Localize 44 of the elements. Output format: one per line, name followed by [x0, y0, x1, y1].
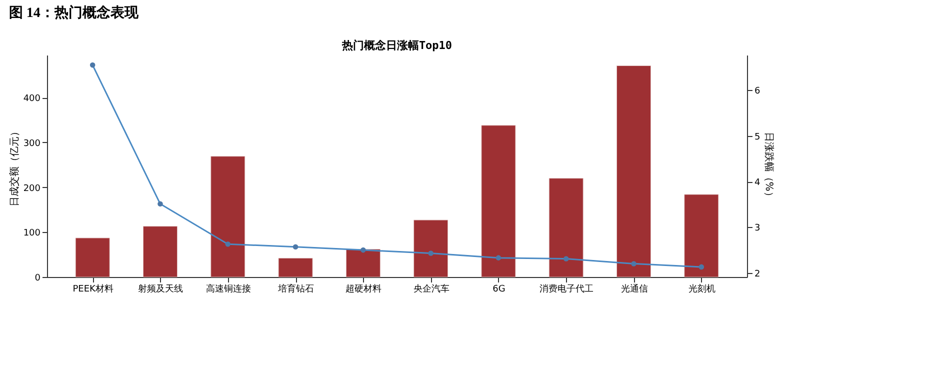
- bar: [278, 258, 313, 278]
- x-tick-label: 光刻机: [688, 284, 716, 294]
- point: [698, 264, 704, 270]
- bar: [142, 226, 178, 278]
- chart-title: 图 14：热门概念表现: [8, 4, 140, 21]
- point: [360, 247, 366, 253]
- x-tick-label: 央企汽车: [413, 284, 450, 294]
- y2-axis-title: 日涨跌幅（%）: [763, 132, 776, 202]
- bar: [548, 178, 584, 278]
- y-tick-label: 300: [23, 138, 41, 149]
- point: [292, 244, 298, 250]
- y-tick-label: 200: [23, 184, 41, 194]
- y-axis-title: 日成交额（亿元）: [8, 126, 20, 206]
- bar: [210, 156, 246, 278]
- x-tick-label: 超硬材料: [346, 284, 382, 294]
- point: [631, 261, 636, 266]
- chart-subtitle: 热门概念日涨幅Top10: [340, 39, 452, 52]
- y-tick-label: 100: [23, 228, 41, 239]
- point: [158, 201, 163, 207]
- y2-tick-label: 6: [754, 86, 760, 97]
- y2-tick-label: 3: [754, 224, 760, 234]
- point: [496, 255, 502, 260]
- y2-tick-label: 2: [754, 269, 760, 280]
- bar: [684, 194, 719, 278]
- bar: [481, 125, 516, 278]
- x-tick-label: PEEK材料: [72, 284, 114, 294]
- y-tick-label: 0: [34, 274, 41, 284]
- y2-tick-label: 5: [754, 132, 760, 142]
- x-tick-label: 6G: [492, 284, 506, 294]
- x-tick-label: 光通信: [620, 284, 648, 294]
- y2-tick-label: 4: [754, 178, 760, 188]
- bar: [75, 238, 110, 278]
- bar: [616, 66, 652, 278]
- point: [428, 250, 434, 256]
- point: [563, 256, 569, 262]
- point: [225, 241, 231, 247]
- point: [90, 62, 96, 68]
- y-tick-label: 400: [23, 94, 41, 104]
- x-tick-label: 培育钻石: [277, 284, 314, 294]
- x-tick-label: 射频及天线: [138, 284, 184, 294]
- x-tick-label: 高速铜连接: [206, 284, 251, 294]
- x-tick-label: 消费电子代工: [540, 284, 594, 294]
- bar: [414, 220, 448, 278]
- bar: [346, 248, 380, 278]
